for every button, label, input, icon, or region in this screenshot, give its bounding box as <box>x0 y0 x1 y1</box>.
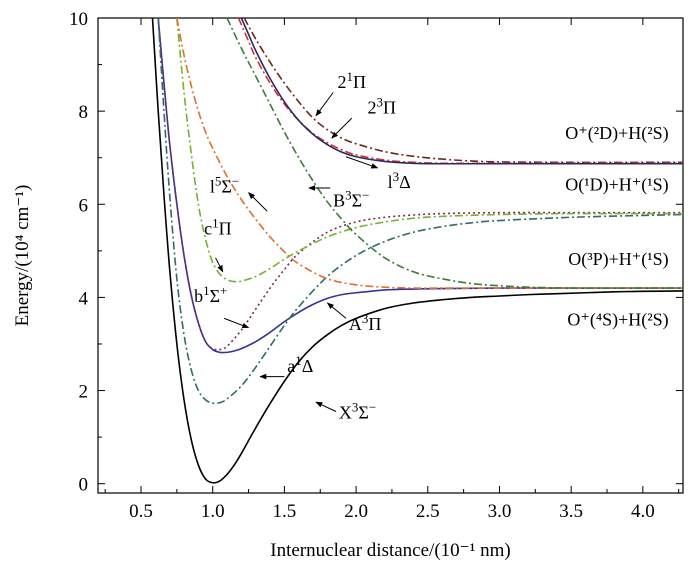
annotation-label: b1Σ+ <box>194 283 227 306</box>
y-tick-label: 8 <box>79 102 89 123</box>
annotation-arrow <box>315 401 337 412</box>
dissociation-label-o1d: O(¹D)+H⁺(¹S) <box>565 174 668 195</box>
x-tick-label: 0.5 <box>129 501 153 522</box>
annotation-label: c1Π <box>204 216 232 239</box>
y-axis-ticks: 0 2 4 6 8 10 <box>69 9 683 496</box>
x-axis-ticks: 0.5 1.0 1.5 2.0 2.5 3.0 3.5 4.0 <box>104 18 680 522</box>
plot-border <box>97 17 684 494</box>
annotation-label: B3Σ− <box>333 188 369 211</box>
plot-frame <box>97 17 684 494</box>
potential-curves <box>151 18 683 484</box>
x-tick-label: 3.5 <box>559 501 583 522</box>
x-tick-label: 1.5 <box>273 501 297 522</box>
annotation-l3D: l3Δ <box>345 156 411 192</box>
curve-series-8 <box>237 18 683 165</box>
annotation-b1S: b1Σ+ <box>194 283 250 329</box>
dissociation-label-o2d: O⁺(²D)+H(²S) <box>565 123 668 144</box>
curve-series-0 <box>151 18 683 484</box>
annotation-a1D: a1Δ <box>259 353 313 380</box>
annotation-arrow <box>223 317 250 329</box>
curve-series-6 <box>226 18 683 289</box>
annotation-23P: 23Π <box>331 94 397 139</box>
y-tick-label: 10 <box>69 9 88 30</box>
dissociation-limit-labels: O⁺(²D)+H(²S) O(¹D)+H⁺(¹S) O(³P)+H⁺(¹S) O⁺(⁴… <box>565 123 668 330</box>
annotation-B3S: B3Σ− <box>308 185 369 211</box>
annotation-21P: 21Π <box>315 69 366 117</box>
annotation-arrow <box>331 117 353 139</box>
curve-series-7 <box>243 18 683 164</box>
annotation-arrow <box>248 192 268 212</box>
y-tick-label: 4 <box>79 288 89 309</box>
annotation-label: 21Π <box>337 69 366 92</box>
dissociation-label-o4s: O⁺(⁴S)+H(²S) <box>567 309 668 330</box>
annotation-label: l5Σ− <box>210 174 239 197</box>
curve-series-2 <box>157 18 683 351</box>
annotation-X3S: X3Σ− <box>315 399 376 422</box>
x-axis-title: Internuclear distance/(10⁻¹ nm) <box>270 540 510 561</box>
y-axis-title: Energy/(10⁴ cm⁻¹) <box>12 185 33 327</box>
annotation-label: l3Δ <box>388 169 411 192</box>
curve-series-4 <box>176 18 683 283</box>
y-tick-label: 2 <box>79 382 89 403</box>
annotation-l5S: l5Σ− <box>210 174 268 212</box>
annotation-label: X3Σ− <box>339 399 376 422</box>
x-tick-label: 1.0 <box>201 501 225 522</box>
annotation-arrow <box>215 257 224 273</box>
curve-series-9 <box>240 18 683 165</box>
x-tick-label: 3.0 <box>488 501 512 522</box>
y-tick-label: 0 <box>79 475 89 496</box>
y-tick-label: 6 <box>79 195 89 216</box>
curve-series-5 <box>176 18 683 289</box>
annotation-arrow <box>345 156 379 169</box>
annotation-label: A3Π <box>349 311 382 334</box>
annotation-c1P: c1Π <box>204 216 232 273</box>
annotation-A3P: A3Π <box>326 302 382 334</box>
dissociation-label-o3p: O(³P)+H⁺(¹S) <box>568 249 668 270</box>
annotation-label: a1Δ <box>287 353 313 376</box>
annotation-arrow <box>326 302 347 319</box>
annotation-label: 23Π <box>368 94 397 117</box>
curve-series-3 <box>157 18 683 405</box>
x-tick-label: 4.0 <box>631 501 655 522</box>
x-tick-label: 2.0 <box>344 501 368 522</box>
x-tick-label: 2.5 <box>416 501 440 522</box>
annotation-arrow <box>315 92 334 117</box>
